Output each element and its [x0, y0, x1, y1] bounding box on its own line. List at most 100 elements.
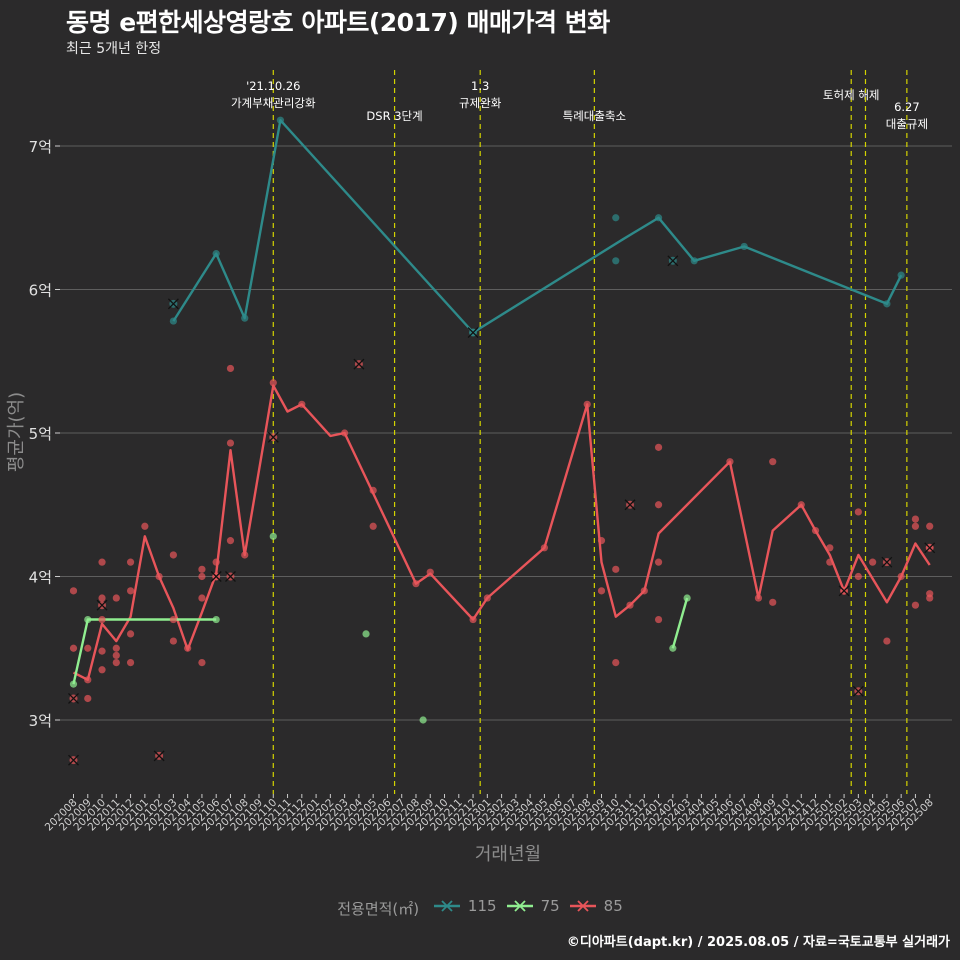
data-point: [726, 458, 734, 466]
legend-item-label: 115: [467, 897, 497, 915]
data-point: [854, 508, 862, 516]
data-point: [597, 537, 606, 545]
cross-point-marker: [667, 255, 679, 267]
legend-item-label: 85: [603, 897, 623, 915]
data-point: [84, 694, 92, 703]
data-point: [98, 594, 106, 602]
data-point: [98, 558, 106, 566]
source-caption: ©디아파트(dapt.kr) / 2025.08.05 / 자료=국토교통부 실…: [566, 935, 950, 950]
data-point: [654, 501, 663, 509]
data-point: [683, 594, 691, 602]
data-point: [69, 680, 78, 688]
data-point: [426, 568, 434, 576]
data-point: [126, 659, 135, 667]
data-point: [826, 558, 834, 566]
data-point: [612, 565, 620, 573]
cross-point-marker: [353, 358, 365, 370]
cross-point-marker: [153, 750, 165, 762]
x-axis-label: 거래년월: [475, 844, 541, 865]
data-point: [897, 271, 905, 279]
data-point: [226, 439, 235, 447]
data-point: [212, 558, 220, 566]
cross-point-marker: [96, 599, 108, 611]
event-label: 가계부채관리강화: [231, 96, 316, 110]
data-point: [369, 522, 377, 530]
data-point: [169, 317, 177, 325]
data-point: [797, 501, 805, 509]
data-point: [754, 594, 763, 602]
data-point: [654, 558, 663, 566]
chart-title: 동명 e편한세상영랑호 아파트(2017) 매매가격 변화: [66, 8, 610, 37]
data-point: [198, 659, 206, 667]
data-point: [926, 594, 934, 602]
legend-swatch: [433, 900, 460, 912]
data-point: [669, 644, 677, 652]
data-point: [126, 630, 135, 638]
y-tick-label: 7억: [29, 138, 52, 156]
data-point: [769, 458, 777, 466]
data-point: [583, 400, 591, 408]
data-point: [126, 558, 135, 566]
data-point: [226, 364, 235, 373]
data-point: [241, 314, 249, 322]
data-point: [198, 565, 206, 573]
cross-point-marker: [210, 571, 222, 582]
event-label: 규제완화: [459, 96, 502, 110]
data-point: [98, 647, 106, 655]
data-point: [98, 615, 106, 624]
data-point: [612, 659, 620, 667]
data-point: [897, 572, 905, 581]
data-point: [612, 257, 620, 265]
data-point: [341, 429, 349, 437]
x-tick-labels: 2020082020092020102020112020122021012021…: [43, 794, 936, 833]
data-point: [597, 587, 606, 595]
data-point: [84, 676, 92, 684]
cross-point-marker: [467, 327, 479, 339]
data-point: [112, 644, 120, 652]
data-point: [640, 587, 648, 595]
series-line-75-b: [671, 597, 689, 649]
event-label: '21.10.26: [246, 79, 300, 93]
cross-point-marker: [838, 585, 850, 597]
data-point: [769, 598, 777, 606]
data-point: [362, 630, 370, 638]
cross-point-marker: [881, 556, 893, 568]
y-tick-label: 4억: [29, 569, 52, 587]
data-point: [241, 551, 249, 559]
data-point: [811, 526, 820, 535]
data-point: [740, 242, 748, 251]
data-point: [883, 637, 891, 645]
y-tick-label: 3억: [29, 712, 52, 730]
cross-point-marker: [267, 431, 279, 443]
data-point: [84, 644, 92, 652]
data-point: [369, 486, 377, 494]
data-point: [276, 116, 285, 124]
data-point: [654, 214, 663, 222]
cross-point-marker: [624, 499, 636, 511]
legend-item-85: 85: [568, 897, 623, 915]
event-label: 특례대출축소: [563, 109, 626, 123]
data-point: [169, 615, 177, 624]
cross-point-marker: [68, 693, 79, 704]
data-point: [469, 615, 477, 624]
y-tick-labels: 3억 4억 5억 6억 7억: [29, 138, 60, 730]
data-point: [226, 537, 235, 545]
data-point: [69, 644, 78, 652]
event-label: 1.3: [471, 79, 489, 93]
data-point: [155, 572, 163, 581]
series-line-115: [172, 118, 903, 334]
data-point: [84, 615, 92, 624]
series-line-85: [72, 384, 931, 681]
legend-items: 115 75 85: [424, 897, 623, 918]
data-point: [184, 644, 192, 652]
cross-point-marker: [68, 754, 79, 766]
legend-item-75: 75: [505, 897, 560, 915]
data-point: [654, 443, 663, 451]
data-point: [419, 716, 427, 724]
event-label: 토허제 해제: [823, 88, 880, 102]
cross-point-marker: [167, 298, 179, 310]
data-point: [198, 594, 206, 602]
legend-item-115: 115: [432, 897, 497, 915]
data-point: [112, 651, 120, 660]
